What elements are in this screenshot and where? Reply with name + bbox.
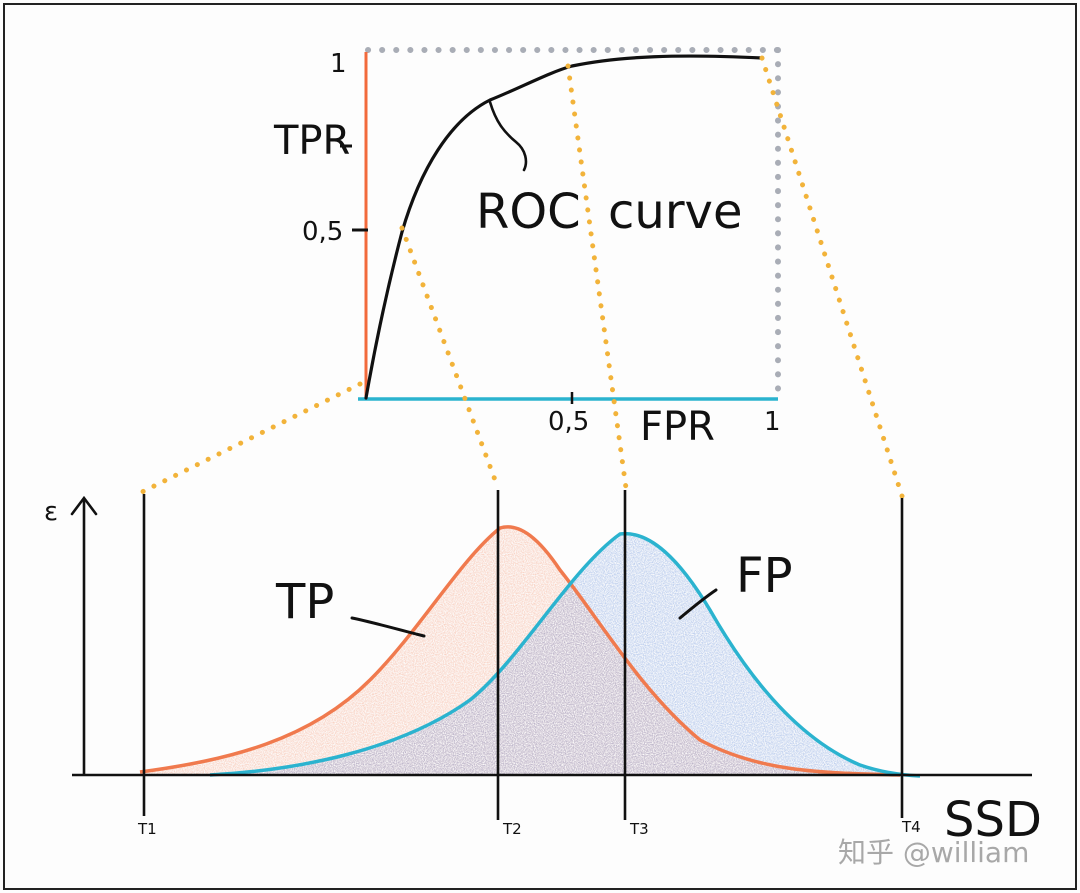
fpr-axis-label: FPR [640,404,715,450]
connector-t4 [759,55,905,499]
threshold-label-t3: T3 [629,820,649,838]
ssd-label: SSD [944,792,1042,848]
tp-curve [139,525,901,777]
fp-curve [209,531,921,778]
threshold-label-t1: T1 [137,820,157,838]
roc-curve [364,54,764,400]
roc-label: ROC [476,184,581,240]
roc-plot: 1 TPR 0,5 ROC curve 0,5 FPR 1 [273,47,781,450]
fp-pointer [678,588,718,620]
tpr-one-label: 1 [330,49,347,79]
distribution-plot: ε TP FP SSD T1 T2 T3 T4 [44,490,1042,848]
connector-t1 [139,381,363,495]
connector-t2 [399,225,501,491]
tp-label: TP [275,574,334,630]
threshold-label-t4: T4 [901,818,921,836]
roc-label-pointer [488,100,528,172]
fpr-half-label: 0,5 [548,407,589,437]
picture-frame [3,3,1077,890]
tpr-half-label: 0,5 [302,217,343,247]
threshold-label-t2: T2 [502,820,522,838]
threshold-connectors [139,55,905,499]
fpr-one-label: 1 [764,407,781,437]
epsilon-label: ε [44,497,58,527]
watermark: 知乎 @william [838,836,1029,869]
epsilon-axis-arrow [70,495,98,516]
fp-label: FP [736,548,793,604]
tp-pointer [350,616,426,638]
fp-area [210,533,920,776]
connector-t3 [565,63,629,491]
curve-label: curve [608,184,742,240]
tpr-axis-label: TPR [273,118,350,164]
